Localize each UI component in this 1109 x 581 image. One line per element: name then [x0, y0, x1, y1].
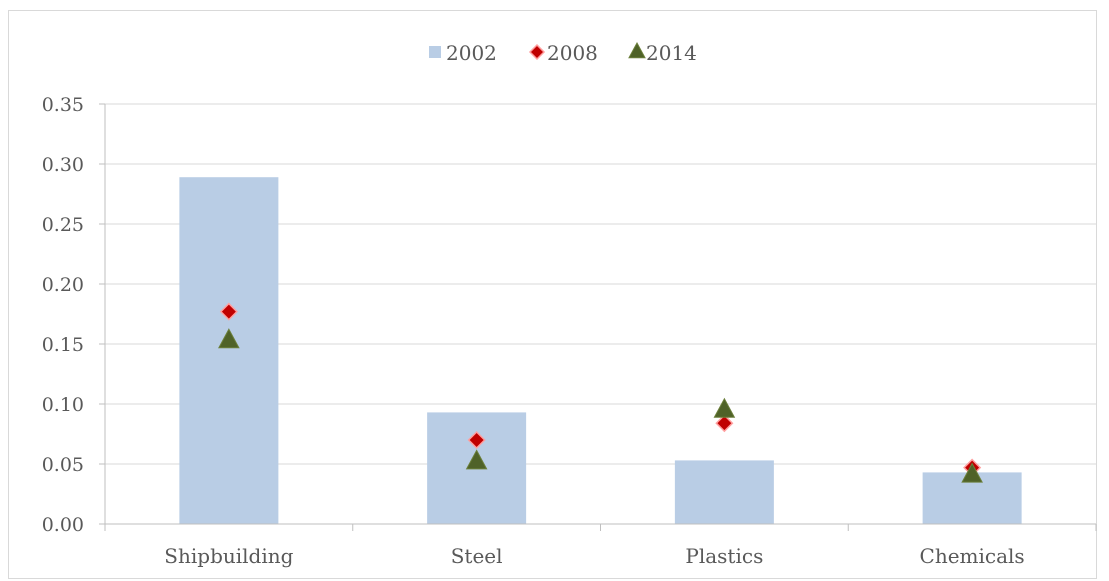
legend: 2002 2008 2014	[429, 41, 697, 65]
y-tick-label: 0.15	[42, 334, 84, 356]
axes: 0.00 0.05 0.10 0.15 0.20 0.25 0.30 0.35 Shipbuil…	[42, 94, 1097, 568]
marker-2014	[713, 397, 736, 418]
legend-label-2002: 2002	[446, 41, 497, 65]
marker-2014	[465, 449, 488, 470]
y-tick-label: 0.10	[42, 394, 84, 416]
y-tick-label: 0.20	[42, 274, 84, 296]
y-tick-label: 0.30	[42, 154, 84, 176]
y-tick-label: 0.00	[42, 514, 84, 536]
legend-swatch-2008	[528, 43, 546, 61]
marker-2008	[467, 430, 486, 450]
legend-label-2014: 2014	[646, 41, 697, 65]
y-tick-label: 0.35	[42, 94, 84, 116]
x-tick-label: Plastics	[685, 544, 763, 568]
legend-label-2008: 2008	[547, 41, 598, 65]
y-tick-label: 0.05	[42, 454, 84, 476]
bar-series	[179, 177, 1022, 524]
x-tick-label: Steel	[451, 544, 503, 568]
marker-2014	[961, 462, 983, 483]
x-tick-label: Shipbuilding	[164, 544, 293, 568]
marker-2008	[715, 414, 734, 433]
marker-2014	[218, 328, 240, 349]
bar-2002	[179, 177, 279, 524]
y-tick-label: 0.25	[42, 214, 84, 236]
legend-swatch-2002	[429, 46, 441, 58]
marker-series	[218, 302, 983, 483]
legend-swatch-2014	[628, 41, 646, 59]
marker-2008	[219, 302, 238, 321]
x-tick-label: Chemicals	[920, 544, 1025, 568]
bar-2002	[674, 460, 774, 524]
